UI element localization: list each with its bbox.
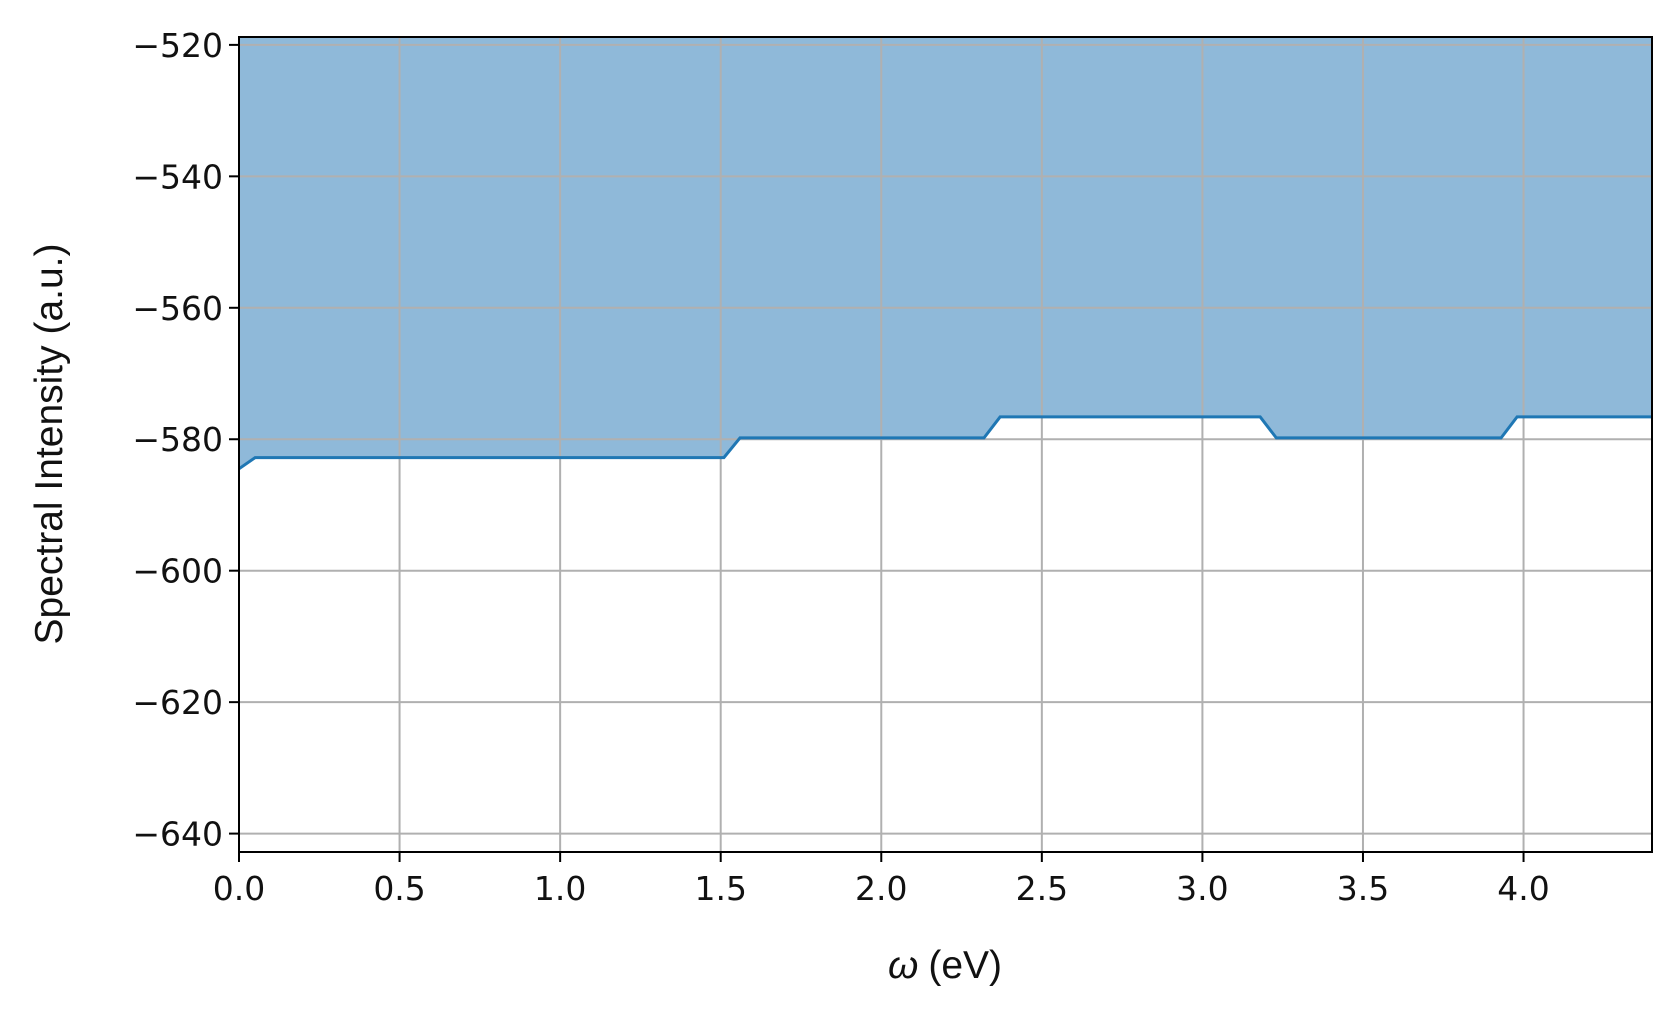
series-line — [239, 415, 1652, 471]
x-tick-label: 0.5 — [373, 869, 425, 908]
y-tick-label: −620 — [132, 683, 223, 722]
y-tick-label: −640 — [132, 815, 223, 854]
y-tick-label: −560 — [132, 289, 223, 328]
y-tick-label: −540 — [132, 157, 223, 196]
x-tick-label: 0.0 — [213, 869, 265, 908]
grid — [238, 37, 1652, 852]
x-tick-label: 4.0 — [1497, 869, 1549, 908]
x-axis-label: ω (eV) — [888, 944, 1002, 987]
x-tick-label: 2.0 — [855, 869, 907, 908]
axes-frame — [238, 36, 1653, 853]
y-tick-label: −520 — [132, 26, 223, 65]
x-tick-label: 1.0 — [534, 869, 586, 908]
y-tick-label: −580 — [132, 420, 223, 459]
y-axis-label: Spectral Intensity (a.u.) — [28, 243, 71, 644]
x-tick-label: 1.5 — [694, 869, 746, 908]
x-tick-label: 3.0 — [1176, 869, 1228, 908]
x-axis-unit: (eV) — [928, 944, 1002, 987]
filled-area — [239, 37, 1652, 469]
x-tick-label: 3.5 — [1337, 869, 1389, 908]
x-axis-symbol: ω — [888, 944, 918, 987]
y-tick-label: −600 — [132, 552, 223, 591]
ticks: 0.0 0.5 1.0 1.5 2.0 2.5 3.0 3.5 4.0 −520 −540 −560 −… — [132, 26, 1549, 908]
x-tick-label: 2.5 — [1016, 869, 1068, 908]
